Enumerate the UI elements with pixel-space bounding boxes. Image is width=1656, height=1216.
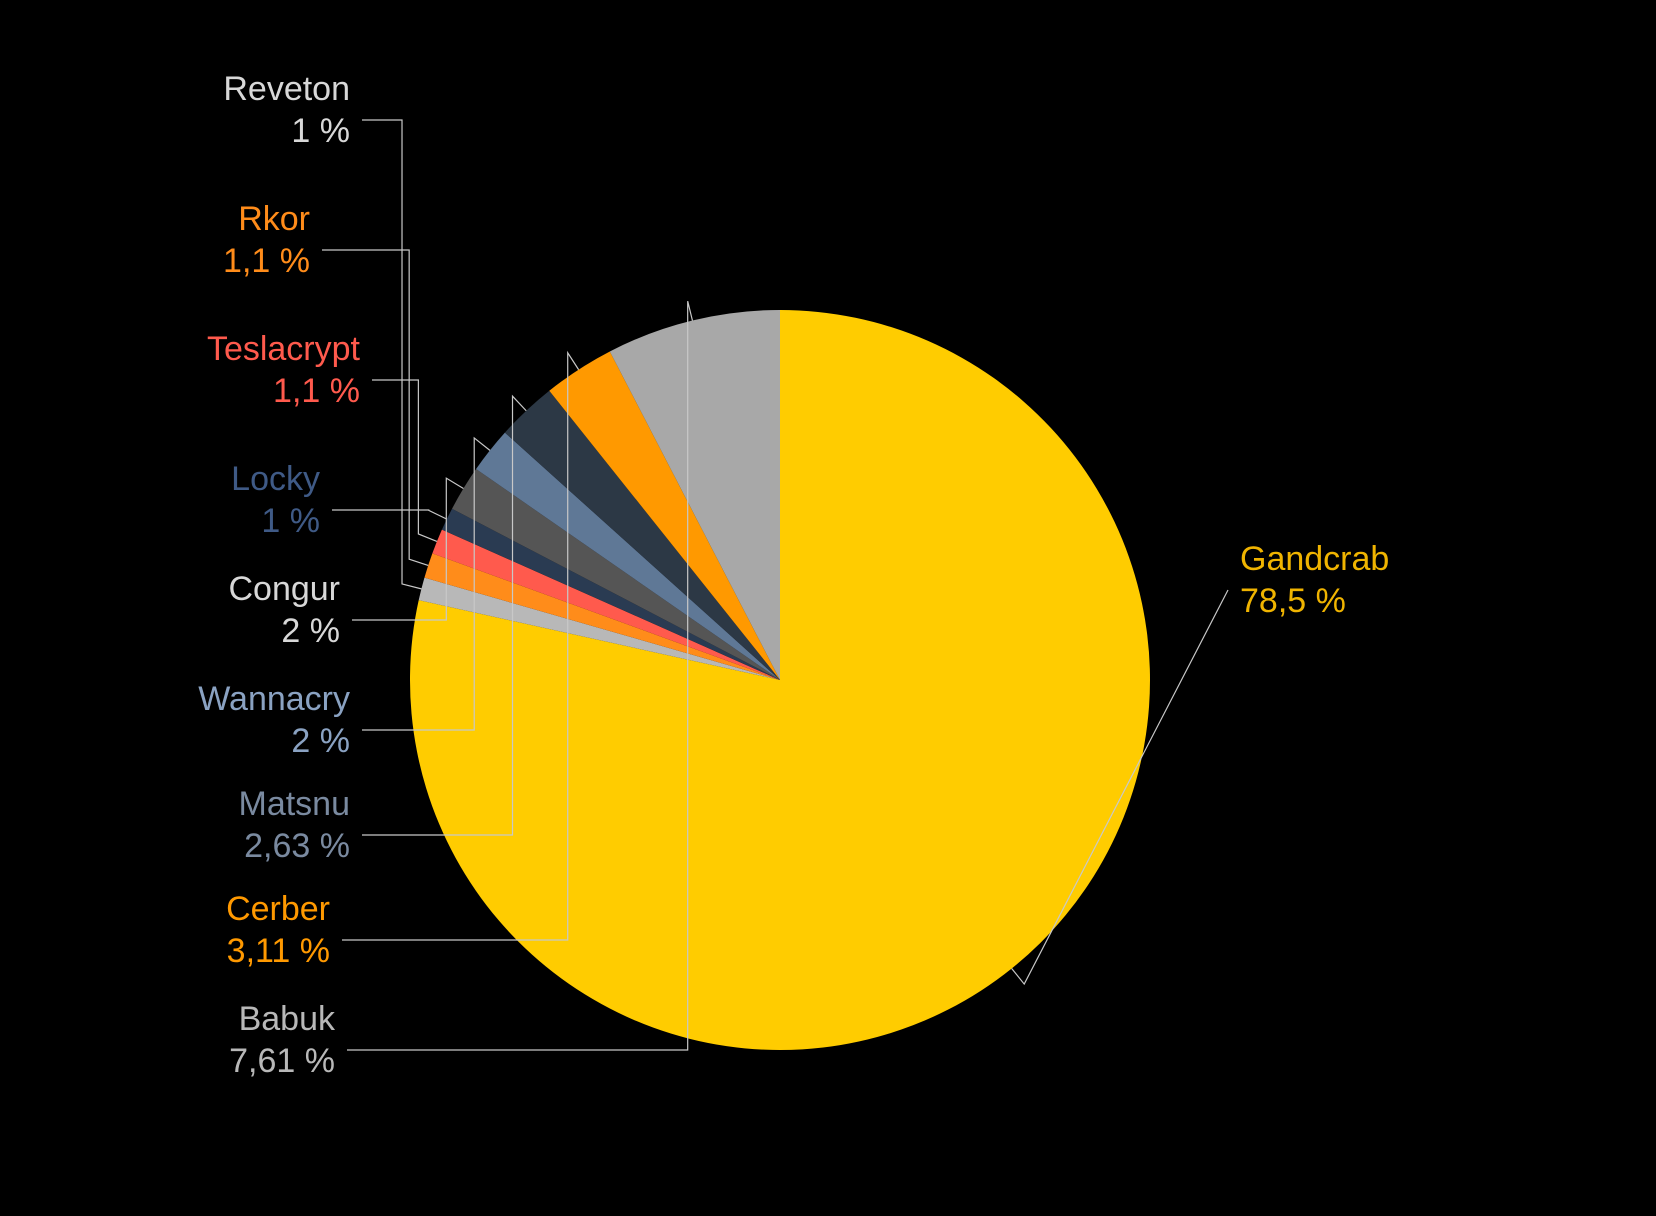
label-name-locky: Locky bbox=[231, 460, 320, 498]
label-name-teslacrypt: Teslacrypt bbox=[207, 330, 361, 368]
label-name-cerber: Cerber bbox=[226, 890, 330, 928]
label-name-babuk: Babuk bbox=[239, 1000, 336, 1038]
label-value-locky: 1 % bbox=[261, 502, 320, 540]
pie-chart: Gandcrab 78,5 % Reveton 1 % Rkor 1,1 % Teslacr… bbox=[0, 0, 1656, 1216]
pie-slices bbox=[410, 310, 1150, 1050]
label-name-matsnu: Matsnu bbox=[239, 785, 351, 823]
label-value-cerber: 3,11 % bbox=[227, 932, 330, 970]
label-value-congur: 2 % bbox=[281, 612, 340, 650]
label-name-congur: Congur bbox=[228, 570, 340, 608]
label-value-reveton: 1 % bbox=[291, 112, 350, 150]
label-name-rkor: Rkor bbox=[238, 200, 310, 238]
label-value-matsnu: 2,63 % bbox=[244, 827, 350, 865]
label-value-rkor: 1,1 % bbox=[223, 242, 310, 280]
label-name-wannacry: Wannacry bbox=[198, 680, 350, 718]
label-value-teslacrypt: 1,1 % bbox=[273, 372, 360, 410]
label-value-gandcrab: 78,5 % bbox=[1240, 582, 1346, 620]
label-name-reveton: Reveton bbox=[223, 70, 350, 108]
label-name-gandcrab: Gandcrab bbox=[1240, 540, 1389, 578]
label-value-babuk: 7,61 % bbox=[229, 1042, 335, 1080]
label-value-wannacry: 2 % bbox=[291, 722, 350, 760]
